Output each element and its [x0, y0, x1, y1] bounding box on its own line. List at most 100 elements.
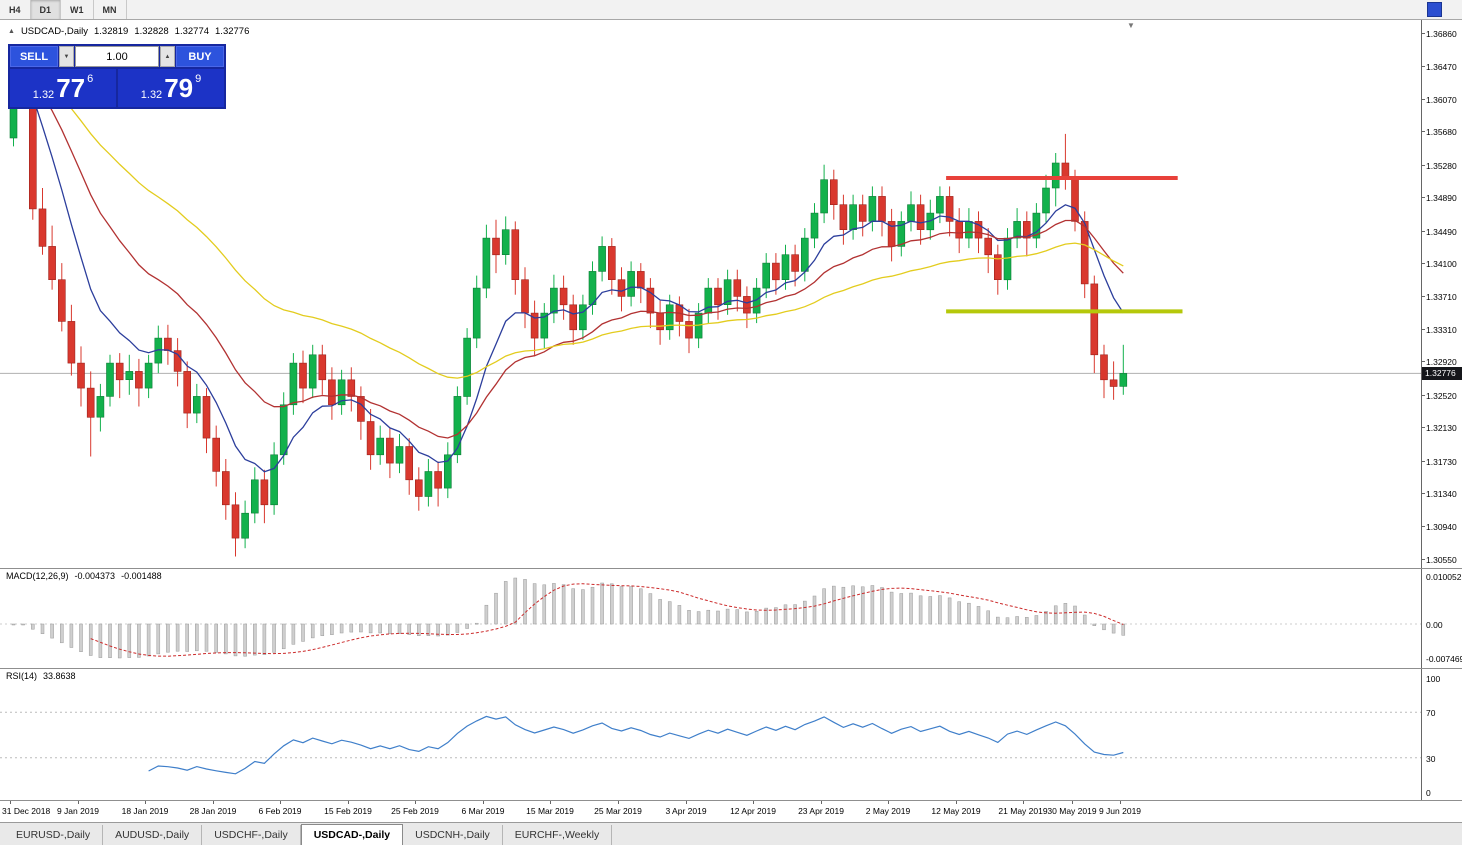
chart-tab-usdcad[interactable]: USDCAD-,Daily [300, 824, 404, 845]
date-axis-tick [956, 801, 957, 804]
volume-increase-button[interactable]: ▲ [160, 46, 175, 67]
date-axis-tick [888, 801, 889, 804]
date-axis-label: 25 Mar 2019 [594, 806, 642, 816]
date-axis-tick [1120, 801, 1121, 804]
date-axis-tick [348, 801, 349, 804]
buy-price-prefix: 1.32 [140, 89, 163, 101]
date-axis-label: 6 Mar 2019 [461, 806, 505, 816]
price-axis-label: 1.30550 [1426, 555, 1457, 565]
buy-price-pipette: 9 [195, 73, 202, 85]
macd-indicator-label: MACD(12,26,9) -0.004373 -0.001488 [6, 571, 162, 581]
rsi-axis-label: 0 [1426, 788, 1431, 798]
price-axis-tick [1422, 361, 1425, 362]
price-axis-label: 1.32130 [1426, 423, 1457, 433]
price-axis-label: 1.35680 [1426, 127, 1457, 137]
price-axis-label: 1.34890 [1426, 193, 1457, 203]
ma-9-line [13, 62, 1124, 473]
date-axis-tick [483, 801, 484, 804]
price-axis-tick [1422, 427, 1425, 428]
chart-tab-eurchf[interactable]: EURCHF-,Weekly [502, 825, 613, 845]
macd-value: -0.004373 [74, 571, 116, 581]
main-chart-canvas[interactable] [0, 20, 1421, 568]
macd-signal-value: -0.001488 [121, 571, 162, 581]
sell-price-display[interactable]: 1.32 77 6 [10, 69, 116, 107]
price-axis-label: 1.32920 [1426, 357, 1457, 367]
timeframe-button-d1[interactable]: D1 [30, 0, 62, 19]
timeframe-button-mn[interactable]: MN [94, 0, 127, 19]
date-axis-tick [10, 801, 11, 804]
macd-histogram [11, 577, 1126, 659]
price-axis-label: 1.36070 [1426, 95, 1457, 105]
current-price-badge: 1.32776 [1422, 367, 1462, 380]
sell-button[interactable]: SELL [10, 46, 58, 67]
volume-decrease-button[interactable]: ▼ [59, 46, 74, 67]
one-click-trade-panel: SELL ▼ ▲ BUY 1.32 77 6 1.32 79 9 [8, 44, 226, 109]
price-axis[interactable]: 1.32776 1.36860 1.36470 1.36070 1.35680 1.35… [1421, 20, 1462, 800]
date-axis-tick [1072, 801, 1073, 804]
date-axis-label: 9 Jan 2019 [56, 806, 100, 816]
chart-tab-usdcnh[interactable]: USDCNH-,Daily [403, 825, 503, 845]
date-axis-label: 31 Dec 2018 [2, 806, 51, 816]
date-axis-tick [145, 801, 146, 804]
buy-button[interactable]: BUY [176, 46, 224, 67]
price-axis-tick [1422, 131, 1425, 132]
date-axis-label: 28 Jan 2019 [189, 806, 237, 816]
price-axis-label: 1.34100 [1426, 259, 1457, 269]
macd-panel-separator[interactable] [0, 568, 1462, 569]
rsi-axis-label: 30 [1426, 754, 1436, 764]
date-axis-label: 18 Jan 2019 [121, 806, 169, 816]
sell-price-pips: 77 [56, 73, 86, 103]
price-axis-tick [1422, 99, 1425, 100]
chart-tab-bar: EURUSD-,Daily AUDUSD-,Daily USDCHF-,Daily U… [0, 822, 1462, 845]
price-axis-label: 1.31340 [1426, 489, 1457, 499]
price-axis-tick [1422, 329, 1425, 330]
date-axis-tick [415, 801, 416, 804]
volume-input[interactable] [75, 46, 159, 67]
ohlc-close: 1.32776 [215, 26, 250, 37]
ohlc-low: 1.32774 [174, 26, 210, 37]
macd-panel-canvas[interactable] [0, 568, 1421, 668]
date-axis-label: 9 Jun 2019 [1098, 806, 1142, 816]
price-axis-label: 1.34490 [1426, 227, 1457, 237]
price-axis-tick [1422, 231, 1425, 232]
date-axis-tick [78, 801, 79, 804]
rsi-line [148, 715, 1124, 775]
chart-tab-usdchf[interactable]: USDCHF-,Daily [202, 825, 301, 845]
date-axis-tick [686, 801, 687, 804]
date-axis-tick [821, 801, 822, 804]
macd-name: MACD(12,26,9) [6, 571, 69, 581]
rsi-panel-canvas[interactable] [0, 668, 1421, 800]
sell-price-pipette: 6 [87, 73, 94, 85]
ohlc-high: 1.32828 [134, 26, 169, 37]
rsi-value: 33.8638 [43, 671, 76, 681]
price-axis-tick [1422, 263, 1425, 264]
date-axis-tick [753, 801, 754, 804]
price-axis-tick [1422, 461, 1425, 462]
date-axis-tick [213, 801, 214, 804]
date-axis[interactable]: 31 Dec 2018 9 Jan 2019 18 Jan 2019 28 Jan 2… [0, 800, 1462, 822]
timeframe-button-w1[interactable]: W1 [61, 0, 94, 19]
date-axis-label: 12 May 2019 [931, 806, 981, 816]
sell-price-prefix: 1.32 [32, 89, 55, 101]
timeframe-button-h4[interactable]: H4 [0, 0, 31, 19]
chart-tab-eurusd[interactable]: EURUSD-,Daily [4, 825, 104, 845]
symbol-ohlc-line: ▲ USDCAD-,Daily 1.32819 1.32828 1.32774 … [8, 26, 249, 37]
price-axis-tick [1422, 395, 1425, 396]
rsi-panel-separator[interactable] [0, 668, 1462, 669]
macd-axis-label: -0.007469 [1426, 654, 1462, 664]
buy-price-pips: 79 [164, 73, 194, 103]
candlesticks [9, 50, 1128, 557]
buy-price-display[interactable]: 1.32 79 9 [118, 69, 224, 107]
chart-tab-audusd[interactable]: AUDUSD-,Daily [103, 825, 203, 845]
date-axis-label: 12 Apr 2019 [730, 806, 776, 816]
price-axis-tick [1422, 493, 1425, 494]
chart-shift-marker-icon[interactable]: ▼ [1127, 21, 1135, 30]
rsi-axis-label: 100 [1426, 674, 1441, 684]
price-axis-tick [1422, 526, 1425, 527]
trade-panel-toggle-icon[interactable]: ▲ [8, 28, 15, 35]
ohlc-open: 1.32819 [93, 26, 129, 37]
price-axis-tick [1422, 33, 1425, 34]
ma-45-line [13, 62, 1124, 379]
date-axis-label: 3 Apr 2019 [665, 806, 707, 816]
